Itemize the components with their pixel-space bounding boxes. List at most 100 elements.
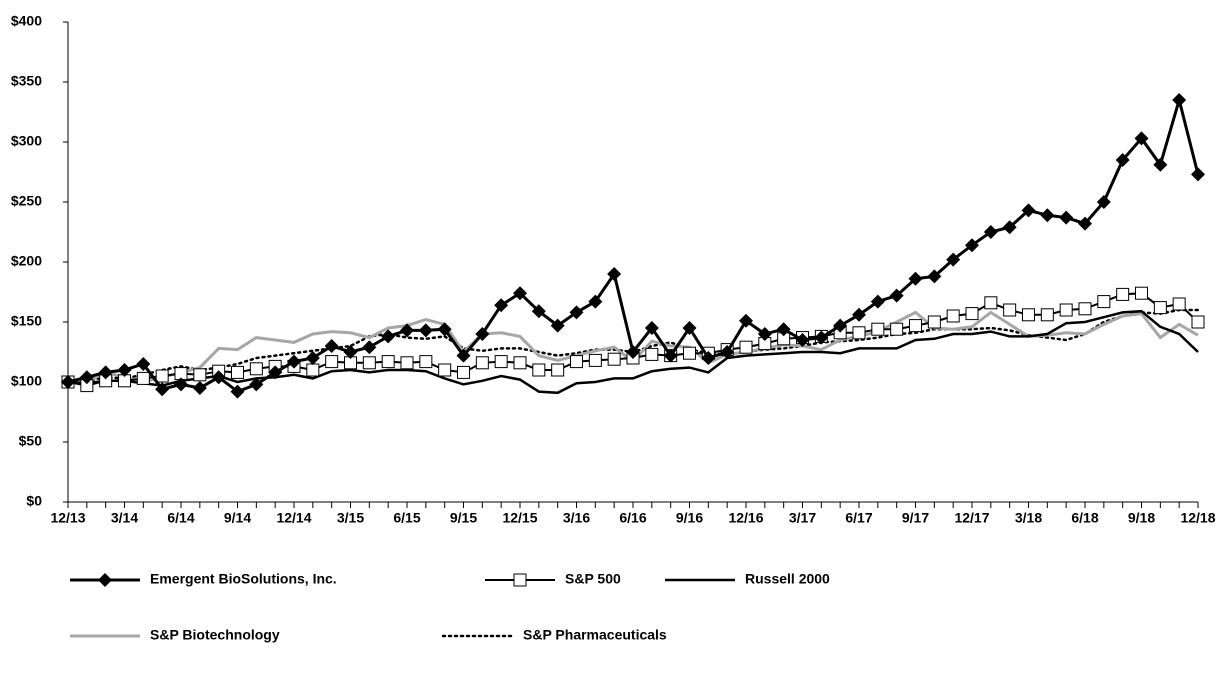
data-point	[1078, 216, 1092, 231]
data-point	[136, 371, 150, 385]
data-point	[306, 363, 320, 377]
data-point	[570, 355, 583, 369]
data-point	[531, 304, 546, 319]
data-point	[513, 356, 527, 370]
x-tick-label: 6/16	[619, 510, 646, 526]
x-tick-label: 12/14	[276, 510, 311, 526]
data-point	[494, 355, 508, 369]
data-point	[325, 355, 339, 369]
data-point	[626, 345, 640, 359]
data-point	[249, 362, 263, 376]
data-point	[418, 323, 433, 338]
x-tick-label: 6/17	[845, 510, 872, 526]
x-tick-label: 9/17	[902, 510, 929, 526]
legend-label: S&P Biotechnology	[150, 627, 280, 643]
data-point	[551, 363, 565, 377]
legend-label: S&P Pharmaceuticals	[523, 627, 667, 643]
data-point	[833, 318, 848, 333]
data-point	[400, 356, 414, 370]
data-point	[1078, 302, 1092, 316]
data-point	[1172, 297, 1186, 311]
data-point	[550, 318, 565, 333]
y-tick-label: $350	[11, 73, 42, 89]
y-tick-label: $300	[11, 133, 42, 149]
data-point	[1172, 93, 1187, 107]
data-point	[607, 352, 621, 366]
x-tick-label: 12/17	[954, 510, 989, 526]
data-point	[231, 365, 244, 379]
legend-marker	[513, 573, 527, 587]
x-tick-label: 9/15	[450, 510, 477, 526]
data-point	[588, 294, 603, 309]
data-point	[343, 345, 358, 359]
data-point	[776, 322, 791, 337]
data-point	[1059, 210, 1074, 225]
data-point	[249, 377, 264, 392]
y-tick-label: $250	[11, 193, 42, 209]
data-point	[1021, 203, 1036, 218]
data-point	[211, 370, 226, 385]
data-point	[193, 368, 207, 382]
data-point	[682, 321, 697, 335]
data-point	[1096, 195, 1111, 209]
data-point	[1153, 301, 1167, 315]
data-point	[701, 351, 716, 365]
data-point	[1002, 220, 1017, 235]
legend-marker	[98, 573, 112, 587]
data-point	[645, 347, 659, 361]
data-point	[155, 369, 169, 383]
data-point	[1115, 153, 1130, 167]
data-point	[814, 330, 829, 345]
data-point	[475, 356, 489, 370]
data-point	[946, 309, 960, 323]
x-tick-label: 6/15	[393, 510, 420, 526]
data-point	[1134, 131, 1149, 146]
data-point	[174, 377, 188, 392]
legend-label: Russell 2000	[745, 571, 830, 587]
y-tick-label: $150	[11, 313, 42, 329]
data-point	[946, 252, 961, 267]
data-point	[362, 356, 376, 370]
y-tick-label: $50	[19, 433, 43, 449]
data-point	[757, 327, 772, 341]
data-point	[927, 269, 942, 284]
x-tick-label: 9/18	[1128, 510, 1155, 526]
x-tick-label: 6/18	[1071, 510, 1098, 526]
data-point	[1097, 295, 1111, 309]
data-point	[381, 329, 396, 344]
data-point	[890, 322, 904, 336]
data-point	[927, 315, 941, 329]
x-tick-label: 3/18	[1015, 510, 1042, 526]
data-point	[644, 321, 659, 335]
x-tick-label: 9/14	[224, 510, 251, 526]
data-point	[381, 355, 395, 369]
y-tick-label: $200	[11, 253, 42, 269]
data-point	[532, 363, 546, 377]
data-point	[419, 355, 433, 369]
legend-label: Emergent BioSolutions, Inc.	[150, 571, 337, 587]
data-point	[889, 288, 904, 303]
data-point	[871, 322, 885, 336]
x-tick-label: 12/16	[728, 510, 763, 526]
data-point	[136, 357, 151, 371]
data-point	[155, 382, 170, 397]
x-tick-label: 9/16	[676, 510, 703, 526]
y-tick-label: $400	[11, 13, 42, 29]
data-point	[663, 348, 678, 363]
data-point	[909, 319, 922, 333]
data-point	[870, 294, 885, 309]
data-point	[287, 354, 301, 369]
data-point	[1040, 208, 1055, 223]
data-point	[1022, 308, 1035, 322]
data-point	[362, 340, 377, 355]
x-tick-label: 12/18	[1180, 510, 1215, 526]
y-tick-label: $0	[26, 493, 42, 509]
data-point	[192, 381, 207, 395]
data-point	[230, 384, 245, 399]
data-point	[438, 363, 452, 377]
data-point	[1040, 308, 1054, 322]
data-point	[984, 296, 998, 310]
data-point	[795, 333, 810, 347]
data-point	[607, 267, 622, 281]
